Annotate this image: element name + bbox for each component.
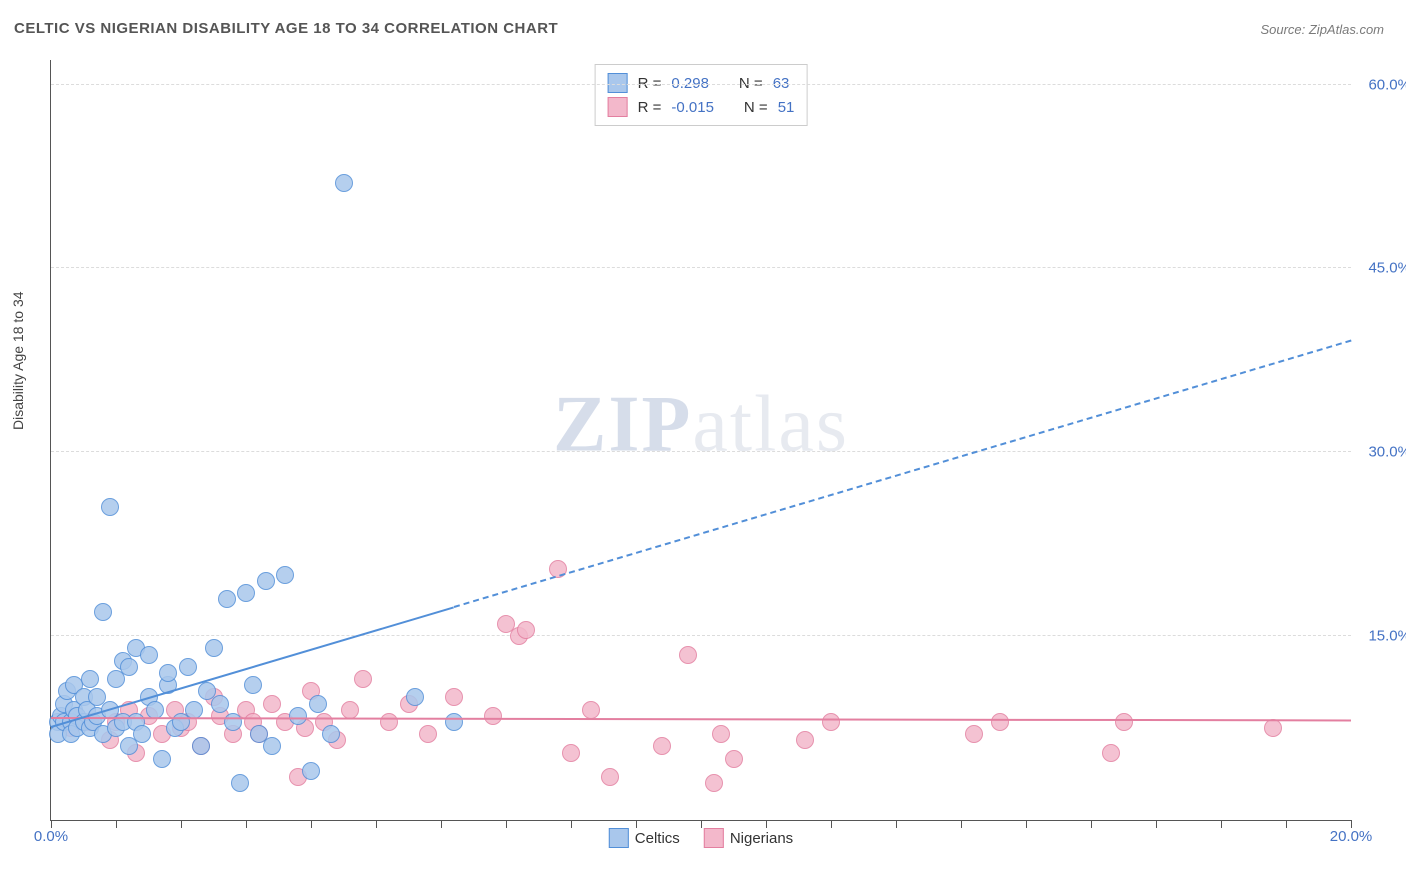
swatch-celtics-icon bbox=[609, 828, 629, 848]
y-axis-label: Disability Age 18 to 34 bbox=[10, 291, 26, 430]
nigerians-point bbox=[796, 731, 814, 749]
x-tick bbox=[1286, 820, 1287, 828]
celtics-point bbox=[185, 701, 203, 719]
celtics-point bbox=[218, 590, 236, 608]
y-tick-label: 15.0% bbox=[1356, 628, 1406, 645]
nigerians-point bbox=[341, 701, 359, 719]
nigerians-point bbox=[991, 713, 1009, 731]
chart-container: CELTIC VS NIGERIAN DISABILITY AGE 18 TO … bbox=[0, 0, 1406, 892]
correlation-legend: R = 0.298 N = 63 R = -0.015 N = 51 bbox=[595, 64, 808, 126]
nigerians-point bbox=[582, 701, 600, 719]
x-tick bbox=[571, 820, 572, 828]
y-tick-label: 60.0% bbox=[1356, 76, 1406, 93]
nigerians-point bbox=[653, 737, 671, 755]
x-tick bbox=[506, 820, 507, 828]
celtics-point bbox=[224, 713, 242, 731]
nigerians-point bbox=[419, 725, 437, 743]
celtics-point bbox=[179, 658, 197, 676]
nigerians-point bbox=[484, 707, 502, 725]
nigerians-point bbox=[517, 621, 535, 639]
legend-item-celtics: Celtics bbox=[609, 828, 680, 848]
swatch-nigerians-icon bbox=[608, 97, 628, 117]
x-tick bbox=[961, 820, 962, 828]
watermark: ZIPatlas bbox=[553, 379, 849, 470]
celtics-point bbox=[94, 603, 112, 621]
celtics-point bbox=[81, 670, 99, 688]
celtics-point bbox=[302, 762, 320, 780]
celtics-point bbox=[153, 750, 171, 768]
nigerians-point bbox=[965, 725, 983, 743]
x-tick bbox=[701, 820, 702, 828]
nigerians-point bbox=[1115, 713, 1133, 731]
x-tick bbox=[246, 820, 247, 828]
celtics-point bbox=[231, 774, 249, 792]
celtics-point bbox=[133, 725, 151, 743]
x-tick-label: 20.0% bbox=[1330, 828, 1373, 845]
x-tick bbox=[51, 820, 52, 828]
x-tick bbox=[181, 820, 182, 828]
nigerians-point bbox=[822, 713, 840, 731]
nigerians-point bbox=[725, 750, 743, 768]
celtics-point bbox=[192, 737, 210, 755]
celtics-point bbox=[120, 658, 138, 676]
swatch-nigerians-icon bbox=[704, 828, 724, 848]
nigerians-point bbox=[1264, 719, 1282, 737]
x-tick bbox=[1156, 820, 1157, 828]
series-legend: Celtics Nigerians bbox=[609, 828, 793, 848]
celtics-point bbox=[244, 676, 262, 694]
x-tick bbox=[636, 820, 637, 828]
x-tick bbox=[376, 820, 377, 828]
celtics-point bbox=[289, 707, 307, 725]
gridline bbox=[51, 635, 1351, 636]
x-tick bbox=[1091, 820, 1092, 828]
celtics-point bbox=[237, 584, 255, 602]
celtics-point bbox=[309, 695, 327, 713]
plot-area: ZIPatlas R = 0.298 N = 63 R = -0.015 N =… bbox=[50, 60, 1351, 821]
celtics-point bbox=[406, 688, 424, 706]
celtics-point bbox=[159, 664, 177, 682]
x-tick bbox=[311, 820, 312, 828]
nigerians-point bbox=[263, 695, 281, 713]
nigerians-point bbox=[705, 774, 723, 792]
x-tick-label: 0.0% bbox=[34, 828, 68, 845]
x-tick bbox=[116, 820, 117, 828]
nigerians-point bbox=[679, 646, 697, 664]
nigerians-point bbox=[380, 713, 398, 731]
celtics-point bbox=[146, 701, 164, 719]
celtics-point bbox=[263, 737, 281, 755]
x-tick bbox=[896, 820, 897, 828]
x-tick bbox=[766, 820, 767, 828]
nigerians-point bbox=[1102, 744, 1120, 762]
nigerians-point bbox=[354, 670, 372, 688]
nigerians-point bbox=[601, 768, 619, 786]
celtics-point bbox=[211, 695, 229, 713]
gridline bbox=[51, 267, 1351, 268]
nigerians-point bbox=[562, 744, 580, 762]
nigerians-point bbox=[712, 725, 730, 743]
celtics-point bbox=[445, 713, 463, 731]
source-attribution: Source: ZipAtlas.com bbox=[1260, 22, 1384, 37]
celtics-point bbox=[335, 174, 353, 192]
x-tick bbox=[441, 820, 442, 828]
celtics-point bbox=[322, 725, 340, 743]
x-tick bbox=[1351, 820, 1352, 828]
celtics-point bbox=[140, 646, 158, 664]
x-tick bbox=[831, 820, 832, 828]
trend-line bbox=[454, 340, 1352, 608]
celtics-point bbox=[205, 639, 223, 657]
y-tick-label: 30.0% bbox=[1356, 444, 1406, 461]
celtics-point bbox=[276, 566, 294, 584]
celtics-point bbox=[101, 498, 119, 516]
legend-row-nigerians: R = -0.015 N = 51 bbox=[608, 95, 795, 119]
gridline bbox=[51, 84, 1351, 85]
x-tick bbox=[1221, 820, 1222, 828]
y-tick-label: 45.0% bbox=[1356, 260, 1406, 277]
nigerians-point bbox=[445, 688, 463, 706]
chart-title: CELTIC VS NIGERIAN DISABILITY AGE 18 TO … bbox=[14, 20, 558, 37]
celtics-point bbox=[257, 572, 275, 590]
x-tick bbox=[1026, 820, 1027, 828]
gridline bbox=[51, 451, 1351, 452]
legend-item-nigerians: Nigerians bbox=[704, 828, 793, 848]
